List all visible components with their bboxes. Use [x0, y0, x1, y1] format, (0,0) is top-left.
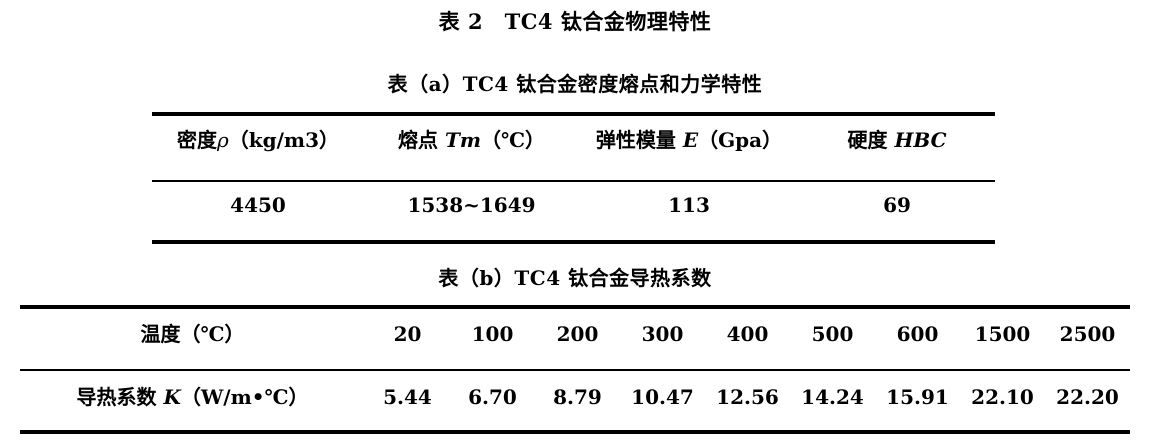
label-symbol-k: K — [163, 385, 181, 409]
table-a-bottom-rule — [152, 240, 995, 244]
table-b-conductivity-6: 14.24 — [801, 385, 864, 409]
table-a-value-elastic-modulus: 113 — [668, 193, 710, 217]
table-a-header-row: 密度ρ（kg/m3） 熔点 Tm（℃） 弹性模量 E（Gpa） 硬度 HBC — [152, 128, 995, 152]
table-b-label-temperature: 温度（℃） — [140, 322, 245, 346]
table-b-conductivity-4: 10.47 — [631, 385, 694, 409]
table-a-header-rule — [152, 180, 995, 182]
table-b-label-conductivity: 导热系数 K（W/m•℃） — [20, 385, 365, 409]
table-a-data-row: 4450 1538~1649 113 69 — [152, 193, 995, 217]
header-text-density-prefix: 密度 — [177, 128, 217, 152]
header-text-hardness-prefix: 硬度 — [847, 128, 895, 152]
header-symbol-e: E — [682, 128, 699, 152]
table-a-value-density: 4450 — [230, 193, 286, 217]
table-row: 4450 1538~1649 113 69 — [152, 193, 995, 217]
table-b-header-rule — [20, 369, 1130, 371]
header-symbol-rho: ρ — [217, 128, 229, 152]
table-b-conductivity-5: 12.56 — [716, 385, 779, 409]
table-b-temperature-3: 200 — [556, 322, 599, 346]
table-b-temperature-row: 温度（℃） 20 100 200 300 400 500 600 1500 25… — [20, 322, 1130, 346]
table-b-conductivity-8: 22.10 — [971, 385, 1034, 409]
label-unit-conductivity: （W/m•℃） — [180, 385, 309, 409]
table-b-top-rule — [20, 305, 1130, 309]
table-b-temperature-9: 2500 — [1059, 322, 1116, 346]
table-a-header-hardness: 硬度 HBC — [799, 128, 995, 152]
table-b-conductivity-row: 导热系数 K（W/m•℃） 5.44 6.70 8.79 10.47 12.56… — [20, 385, 1130, 409]
subtable-a-caption: 表（a）TC4 钛合金密度熔点和力学特性 — [387, 72, 763, 96]
header-text-modulus-prefix: 弹性模量 — [595, 128, 683, 152]
table-b-temperature-7: 600 — [896, 322, 939, 346]
table-b-bottom-rule — [20, 430, 1130, 434]
subtable-b-caption: 表（b）TC4 钛合金导热系数 — [438, 266, 712, 290]
table-a-header-melting-point: 熔点 Tm（℃） — [364, 128, 579, 152]
table-b-temperature-1: 20 — [393, 322, 422, 346]
table-a-header-density: 密度ρ（kg/m3） — [152, 128, 364, 152]
table-b-temperature-6: 500 — [811, 322, 854, 346]
table-b-conductivity-1: 5.44 — [383, 385, 432, 409]
label-text-conductivity-prefix: 导热系数 — [76, 385, 164, 409]
header-text-melting-prefix: 熔点 — [398, 128, 445, 152]
header-symbol-tm: Tm — [444, 128, 482, 152]
table-b-conductivity-7: 15.91 — [886, 385, 949, 409]
table-b-temperature-4: 300 — [641, 322, 684, 346]
header-unit-modulus: （Gpa） — [698, 128, 783, 152]
page-title: 表 2 TC4 钛合金物理特性 — [438, 9, 712, 34]
table-a-top-rule — [152, 112, 995, 116]
header-symbol-hbc: HBC — [894, 128, 947, 152]
table-row: 导热系数 K（W/m•℃） 5.44 6.70 8.79 10.47 12.56… — [20, 385, 1130, 409]
table-a-value-hardness: 69 — [883, 193, 911, 217]
table-b-temperature-2: 100 — [471, 322, 514, 346]
header-unit-melting: （℃） — [481, 128, 545, 152]
table-b-conductivity-2: 6.70 — [468, 385, 517, 409]
table-b-temperature-5: 400 — [726, 322, 769, 346]
header-unit-density: （kg/m3） — [228, 128, 339, 152]
table-a-header-elastic-modulus: 弹性模量 E（Gpa） — [579, 128, 799, 152]
table-b-conductivity-3: 8.79 — [553, 385, 602, 409]
table-a-value-melting-point: 1538~1649 — [407, 193, 536, 217]
table-b-conductivity-9: 22.20 — [1056, 385, 1119, 409]
table-b-temperature-8: 1500 — [974, 322, 1031, 346]
table-row: 温度（℃） 20 100 200 300 400 500 600 1500 25… — [20, 322, 1130, 346]
